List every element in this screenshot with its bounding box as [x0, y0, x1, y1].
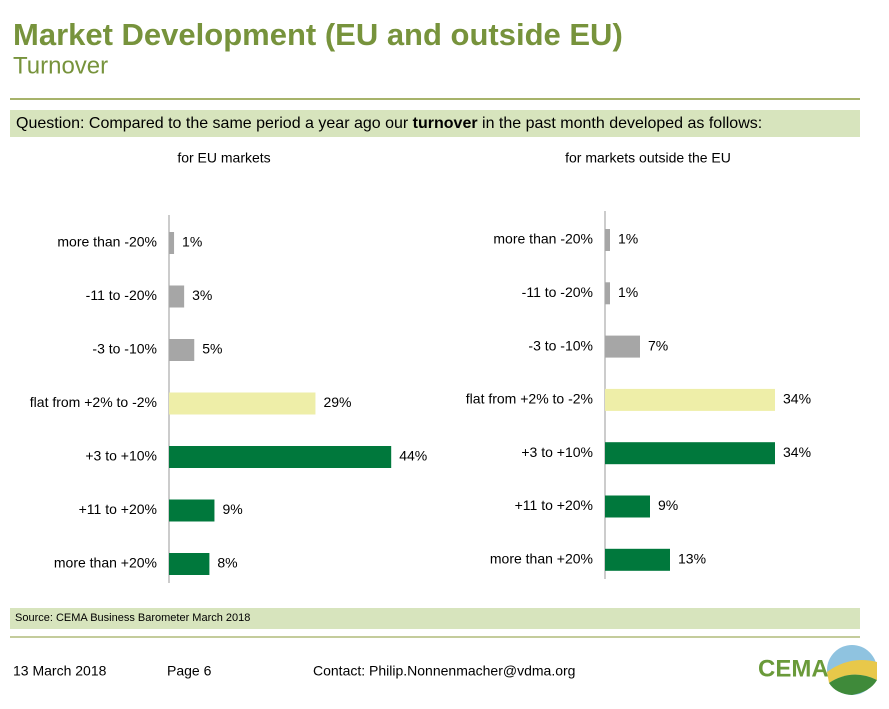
value-label: 34%: [783, 391, 811, 407]
bar: [169, 232, 175, 254]
bar: [605, 282, 610, 305]
charts: for EU markets more than -20% 1% -11 to -20…: [30, 150, 811, 583]
value-label: 5%: [202, 341, 222, 357]
bar: [169, 339, 195, 361]
value-label: 13%: [678, 551, 706, 567]
bar: [605, 335, 640, 358]
category-label: more than -20%: [493, 231, 593, 247]
bar: [169, 553, 210, 575]
category-label: +11 to +20%: [79, 501, 157, 517]
value-label: 1%: [618, 284, 638, 300]
slide-title: Market Development (EU and outside EU): [13, 17, 623, 52]
footer-page: Page 6: [167, 663, 212, 679]
category-label: -11 to -20%: [522, 284, 593, 300]
footer-contact: Contact: Philip.Nonnenmacher@vdma.org: [313, 663, 575, 679]
value-label: 7%: [648, 337, 668, 353]
question-box: [10, 110, 860, 137]
value-label: 8%: [217, 555, 237, 571]
source-box: [10, 608, 860, 629]
category-label: -3 to -10%: [92, 341, 157, 357]
logo-text: CEMA: [758, 655, 829, 682]
bar: [169, 392, 316, 415]
bar: [605, 388, 775, 411]
category-label: +11 to +20%: [515, 497, 593, 513]
question-part: Question: Compared to the same period a …: [16, 115, 413, 132]
logo-icon: [827, 645, 877, 695]
source: Source: CEMA Business Barometer March 20…: [15, 612, 250, 624]
slide-subtitle: Turnover: [13, 52, 108, 79]
value-label: 1%: [182, 234, 202, 250]
bar: [605, 442, 775, 465]
value-label: 3%: [192, 287, 212, 303]
category-label: -3 to -10%: [528, 337, 593, 353]
chart-title: for EU markets: [177, 150, 270, 166]
question-part: in the past month developed as follows:: [478, 115, 763, 132]
value-label: 44%: [399, 448, 427, 464]
bar: [605, 229, 610, 251]
bar: [169, 499, 215, 522]
category-label: -11 to -20%: [86, 287, 157, 303]
bar: [169, 285, 185, 308]
category-label: more than +20%: [490, 551, 593, 567]
footer-date: 13 March 2018: [13, 663, 107, 679]
category-label: flat from +2% to -2%: [30, 394, 157, 410]
chart-title: for markets outside the EU: [565, 150, 731, 166]
question-keyword: turnover: [413, 115, 478, 132]
bar: [169, 446, 392, 468]
value-label: 29%: [323, 394, 351, 410]
value-label: 1%: [618, 231, 638, 247]
bar: [605, 495, 650, 518]
value-label: 9%: [658, 497, 678, 513]
category-label: +3 to +10%: [85, 448, 157, 464]
value-label: 9%: [222, 501, 242, 517]
value-label: 34%: [783, 444, 811, 460]
question: Question: Compared to the same period a …: [16, 115, 762, 132]
category-label: more than -20%: [57, 234, 157, 250]
category-label: flat from +2% to -2%: [466, 391, 593, 407]
category-label: more than +20%: [54, 555, 157, 571]
category-label: +3 to +10%: [521, 444, 593, 460]
bar: [605, 548, 670, 571]
